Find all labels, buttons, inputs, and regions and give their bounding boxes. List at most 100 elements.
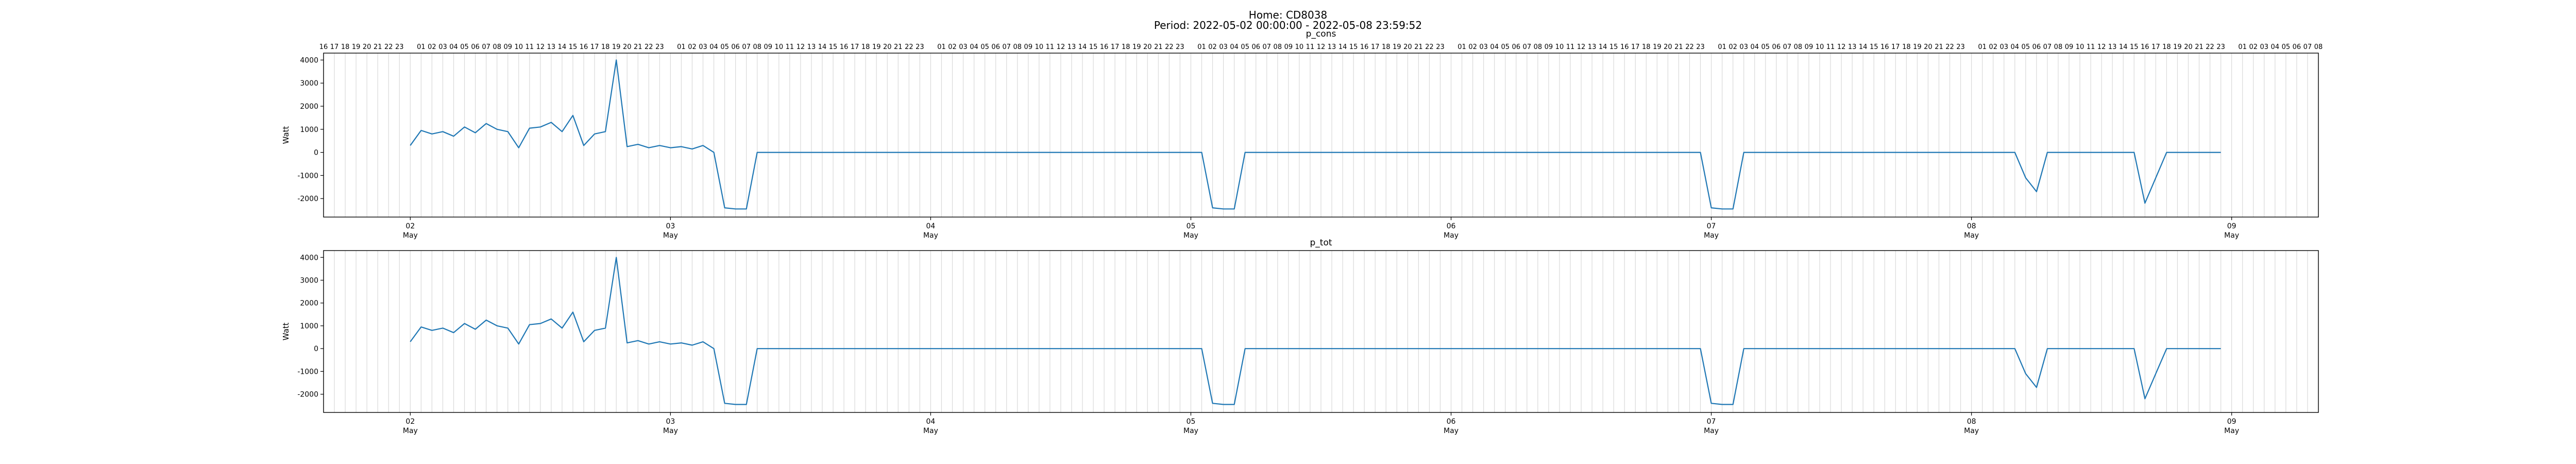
x-tick-sublabel: May [663,427,678,435]
hour-tick-label: 18 [1122,43,1130,51]
hour-tick-label: 05 [2282,43,2291,51]
hour-tick-label: 02 [428,43,436,51]
y-tick-label: 2000 [300,300,318,308]
hour-tick-label: 08 [753,43,761,51]
hour-tick-label: 17 [851,43,859,51]
hour-tick-label: 07 [1002,43,1011,51]
hour-tick-label: 06 [2293,43,2301,51]
hour-tick-label: 12 [1837,43,1846,51]
x-tick-sublabel: May [1444,231,1459,240]
hour-tick-label: 10 [2076,43,2084,51]
hour-tick-label: 22 [2206,43,2214,51]
hour-tick-label: 23 [1436,43,1445,51]
hour-tick-label: 04 [2271,43,2280,51]
hour-tick-label: 10 [1816,43,1824,51]
hour-tick-label: 23 [916,43,924,51]
x-tick-label: 08 [1967,222,1976,230]
hour-tick-label: 13 [1067,43,1076,51]
hour-tick-label: 05 [980,43,989,51]
hour-tick-label: 17 [2151,43,2160,51]
hour-tick-label: 09 [1545,43,1553,51]
series-line [410,257,2221,405]
x-tick-label: 09 [2227,222,2236,230]
x-tick-label: 04 [926,418,936,426]
hour-tick-label: 22 [645,43,653,51]
y-tick-label: 3000 [300,79,318,88]
hour-tick-label: 16 [2141,43,2149,51]
hour-tick-label: 15 [1089,43,1098,51]
hour-tick-label: 09 [1805,43,1814,51]
hour-tick-label: 20 [1924,43,1933,51]
hour-tick-label: 13 [547,43,556,51]
hour-tick-label: 15 [2130,43,2139,51]
hour-tick-label: 14 [1078,43,1087,51]
axes-frame [323,53,2319,218]
x-tick-sublabel: May [923,231,938,240]
y-tick-label: -1000 [297,368,318,376]
hour-tick-label: 19 [872,43,881,51]
x-tick-sublabel: May [403,427,418,435]
x-tick-label: 03 [666,418,675,426]
figure-period: Period: 2022-05-02 00:00:00 - 2022-05-08… [1154,19,1422,31]
hour-tick-label: 16 [1360,43,1369,51]
hour-tick-label: 09 [503,43,512,51]
hour-tick-label: 03 [1739,43,1748,51]
hour-tick-label: 21 [2195,43,2204,51]
x-tick-sublabel: May [1704,427,1719,435]
hour-tick-label: 12 [2097,43,2106,51]
hour-tick-label: 21 [1414,43,1423,51]
hour-tick-label: 10 [1555,43,1564,51]
hour-tick-label: 23 [395,43,404,51]
hour-tick-label: 06 [1512,43,1521,51]
y-tick-label: 0 [314,149,318,157]
hour-tick-label: 08 [493,43,501,51]
hour-tick-label: 18 [861,43,870,51]
hour-tick-label: 12 [536,43,545,51]
hour-tick-label: 08 [1794,43,1803,51]
x-tick-label: 04 [926,222,936,230]
hour-tick-label: 07 [482,43,490,51]
hour-tick-label: 13 [2108,43,2117,51]
hour-tick-label: 21 [1154,43,1163,51]
hour-tick-label: 02 [1208,43,1217,51]
hour-tick-label: 17 [1891,43,1900,51]
hour-tick-label: 19 [1653,43,1662,51]
hour-tick-label: 08 [2054,43,2063,51]
hour-tick-label: 22 [1425,43,1434,51]
x-tick-label: 03 [666,222,675,230]
hour-tick-label: 20 [2184,43,2193,51]
panel-title: p_tot [1310,238,1332,248]
hour-tick-label: 15 [569,43,578,51]
hour-tick-label: 16 [580,43,588,51]
hour-tick-label: 10 [515,43,523,51]
hour-tick-label: 21 [894,43,903,51]
hour-tick-label: 07 [2043,43,2052,51]
y-tick-label: -1000 [297,172,318,180]
hour-tick-label: 18 [1902,43,1911,51]
hour-tick-label: 23 [1176,43,1184,51]
hour-tick-label: 19 [1913,43,1922,51]
hour-tick-label: 13 [807,43,816,51]
hour-tick-label: 02 [2249,43,2258,51]
x-tick-label: 06 [1447,222,1456,230]
hour-tick-label: 01 [1978,43,1987,51]
hour-tick-label: 20 [1403,43,1412,51]
hour-tick-label: 23 [1696,43,1705,51]
x-tick-label: 06 [1447,418,1456,426]
hour-tick-label: 11 [1566,43,1575,51]
hour-tick-label: 11 [1826,43,1835,51]
hour-tick-label: 10 [775,43,784,51]
x-tick-label: 08 [1967,418,1976,426]
hour-tick-label: 12 [796,43,805,51]
hour-tick-label: 12 [1057,43,1065,51]
x-tick-label: 02 [405,418,415,426]
hour-tick-label: 20 [363,43,371,51]
hour-tick-label: 06 [991,43,1000,51]
x-tick-sublabel: May [1964,231,1979,240]
hour-tick-label: 17 [1111,43,1120,51]
hour-tick-label: 21 [374,43,382,51]
hour-tick-label: 10 [1035,43,1044,51]
x-tick-label: 09 [2227,418,2236,426]
hour-tick-label: 11 [2087,43,2095,51]
hour-tick-label: 17 [1371,43,1380,51]
